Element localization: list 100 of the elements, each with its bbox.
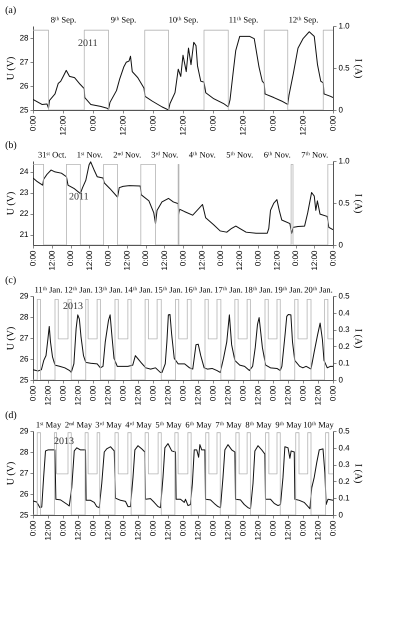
y-axis-title: U (V) xyxy=(6,56,17,80)
x-tick-label: 0:00 xyxy=(66,250,75,266)
x-tick-label: 0:00 xyxy=(208,114,218,132)
x-tick-label: 0:00 xyxy=(238,520,248,536)
x-tick-label: 0:00 xyxy=(148,114,158,132)
x-tick-label: 12:00 xyxy=(178,114,188,136)
x2-tick-label: 16ᵗʰ Jan. xyxy=(184,284,213,294)
y2-tick-label: 0 xyxy=(338,376,344,384)
y-tick-label: 28 xyxy=(20,448,30,456)
y2-tick-label: 1.0 xyxy=(338,156,350,166)
x-tick-label: 0:00 xyxy=(328,384,338,402)
x-tick-label: 0:00 xyxy=(118,384,128,402)
annotation: 2013 xyxy=(63,301,83,312)
x-tick-label: 12:00 xyxy=(224,520,232,541)
x2-tick-label: 2ⁿᵈ Nov. xyxy=(113,150,142,160)
x-tick-label: 12:00 xyxy=(298,114,308,136)
x-tick-label: 12:00 xyxy=(284,520,292,541)
y-tick-label: 29 xyxy=(20,426,30,436)
x-tick-label: 0:00 xyxy=(328,250,338,266)
x2-tick-label: 6ᵗʰ May xyxy=(185,420,212,430)
x2-tick-label: 8ᵗʰ Sep. xyxy=(50,14,76,24)
x-tick-label: 0:00 xyxy=(141,250,150,266)
y2-axis-title: I (A) xyxy=(352,464,364,484)
x-tick-label: 12:00 xyxy=(238,114,248,136)
x2-tick-label: 9ᵗʰ May xyxy=(275,420,302,430)
y-tick-label: 23 xyxy=(20,188,30,197)
x-tick-label: 0:00 xyxy=(58,520,68,536)
line-series xyxy=(33,314,333,373)
y2-axis-title: I (A) xyxy=(352,194,364,214)
x-tick-label: 12:00 xyxy=(104,520,112,541)
x2-tick-label: 6ᵗʰ Nov. xyxy=(264,150,291,160)
x-tick-label: 12:00 xyxy=(314,520,322,541)
x-tick-label: 0:00 xyxy=(238,384,248,402)
y-tick-label: 29 xyxy=(20,292,30,300)
x2-tick-label: 18ᵗʰ Jan. xyxy=(244,284,273,294)
y-tick-label: 28 xyxy=(20,34,30,42)
y2-tick-label: 0.1 xyxy=(338,494,350,503)
x-tick-label: 12:00 xyxy=(234,250,244,271)
x2-tick-label: 10ᵗʰ May xyxy=(303,420,335,430)
x-tick-label: 0:00 xyxy=(28,520,38,536)
x-tick-label: 12:00 xyxy=(194,384,202,406)
x2-tick-label: 4ʳᵈ May xyxy=(125,420,152,430)
x2-tick-label: 5ᵗʰ May xyxy=(155,420,182,430)
x-tick-label: 0:00 xyxy=(58,384,68,402)
x-tick-label: 12:00 xyxy=(74,384,82,406)
y-axis-title: U (V) xyxy=(6,462,17,486)
annotation: 2011 xyxy=(78,38,98,49)
x2-tick-label: 20ᵗʰ Jan. xyxy=(304,284,333,294)
x-tick-label: 12:00 xyxy=(164,384,172,406)
x2-tick-label: 5ᵗʰ Nov. xyxy=(226,150,254,160)
x-tick-label: 0:00 xyxy=(178,520,188,536)
y-tick-label: 28 xyxy=(20,312,30,322)
y2-tick-label: 0 xyxy=(338,510,344,520)
y2-tick-label: 0 xyxy=(338,240,344,250)
x-tick-label: 0:00 xyxy=(178,384,188,402)
x-tick-label: 0:00 xyxy=(28,250,38,266)
x-tick-label: 0:00 xyxy=(328,520,338,536)
y-tick-label: 27 xyxy=(20,58,30,66)
x-tick-label: 0:00 xyxy=(298,384,308,402)
x-tick-label: 12:00 xyxy=(164,520,172,541)
x-tick-label: 12:00 xyxy=(47,250,56,271)
y-tick-label: 26 xyxy=(20,82,30,90)
x-tick-label: 0:00 xyxy=(28,114,38,132)
x-tick-label: 12:00 xyxy=(58,114,68,136)
y2-tick-label: 1.0 xyxy=(338,22,350,30)
x2-tick-label: 14ᵗʰ Jan. xyxy=(124,284,153,294)
x-tick-label: 12:00 xyxy=(122,250,132,271)
x2-tick-label: 2ⁿᵈ May xyxy=(64,420,93,430)
x2-tick-label: 12ᵗʰ Sep. xyxy=(288,14,318,24)
x-tick-label: 12:00 xyxy=(194,520,202,541)
x-tick-label: 0:00 xyxy=(208,384,218,402)
x-tick-label: 12:00 xyxy=(84,250,94,271)
x-tick-label: 12:00 xyxy=(310,250,319,271)
x-tick-label: 12:00 xyxy=(74,520,82,541)
x-tick-label: 0:00 xyxy=(328,114,338,132)
x-tick-label: 12:00 xyxy=(160,250,169,271)
x2-tick-label: 4ᵗʰ Nov. xyxy=(188,150,216,160)
x-tick-label: 0:00 xyxy=(254,250,262,266)
y-tick-label: 24 xyxy=(20,167,30,176)
x-tick-label: 12:00 xyxy=(197,250,206,271)
y2-tick-label: 0.1 xyxy=(338,358,350,368)
line-series xyxy=(33,443,333,510)
y2-tick-label: 0 xyxy=(338,106,344,114)
x-tick-label: 0:00 xyxy=(88,114,98,132)
x2-tick-label: 3ʳᵈ May xyxy=(95,420,122,430)
x-tick-label: 0:00 xyxy=(298,520,308,536)
y2-tick-label: 0.5 xyxy=(338,64,350,72)
x2-tick-label: 8ᵗʰ May xyxy=(245,420,272,430)
x-tick-label: 12:00 xyxy=(44,384,52,406)
y2-tick-label: 0.5 xyxy=(338,426,350,436)
y-tick-label: 25 xyxy=(20,510,30,520)
x-tick-label: 0:00 xyxy=(88,520,98,536)
y-tick-label: 27 xyxy=(20,468,30,478)
x-tick-label: 0:00 xyxy=(216,250,225,266)
x-tick-label: 12:00 xyxy=(254,520,262,541)
y2-tick-label: 0.5 xyxy=(338,292,350,300)
x2-tick-label: 1ˢᵗ Nov. xyxy=(76,150,103,160)
annotation: 2013 xyxy=(54,436,74,448)
x2-tick-label: 13ᵗʰ Jan. xyxy=(94,284,123,294)
y-tick-label: 25 xyxy=(20,106,30,114)
